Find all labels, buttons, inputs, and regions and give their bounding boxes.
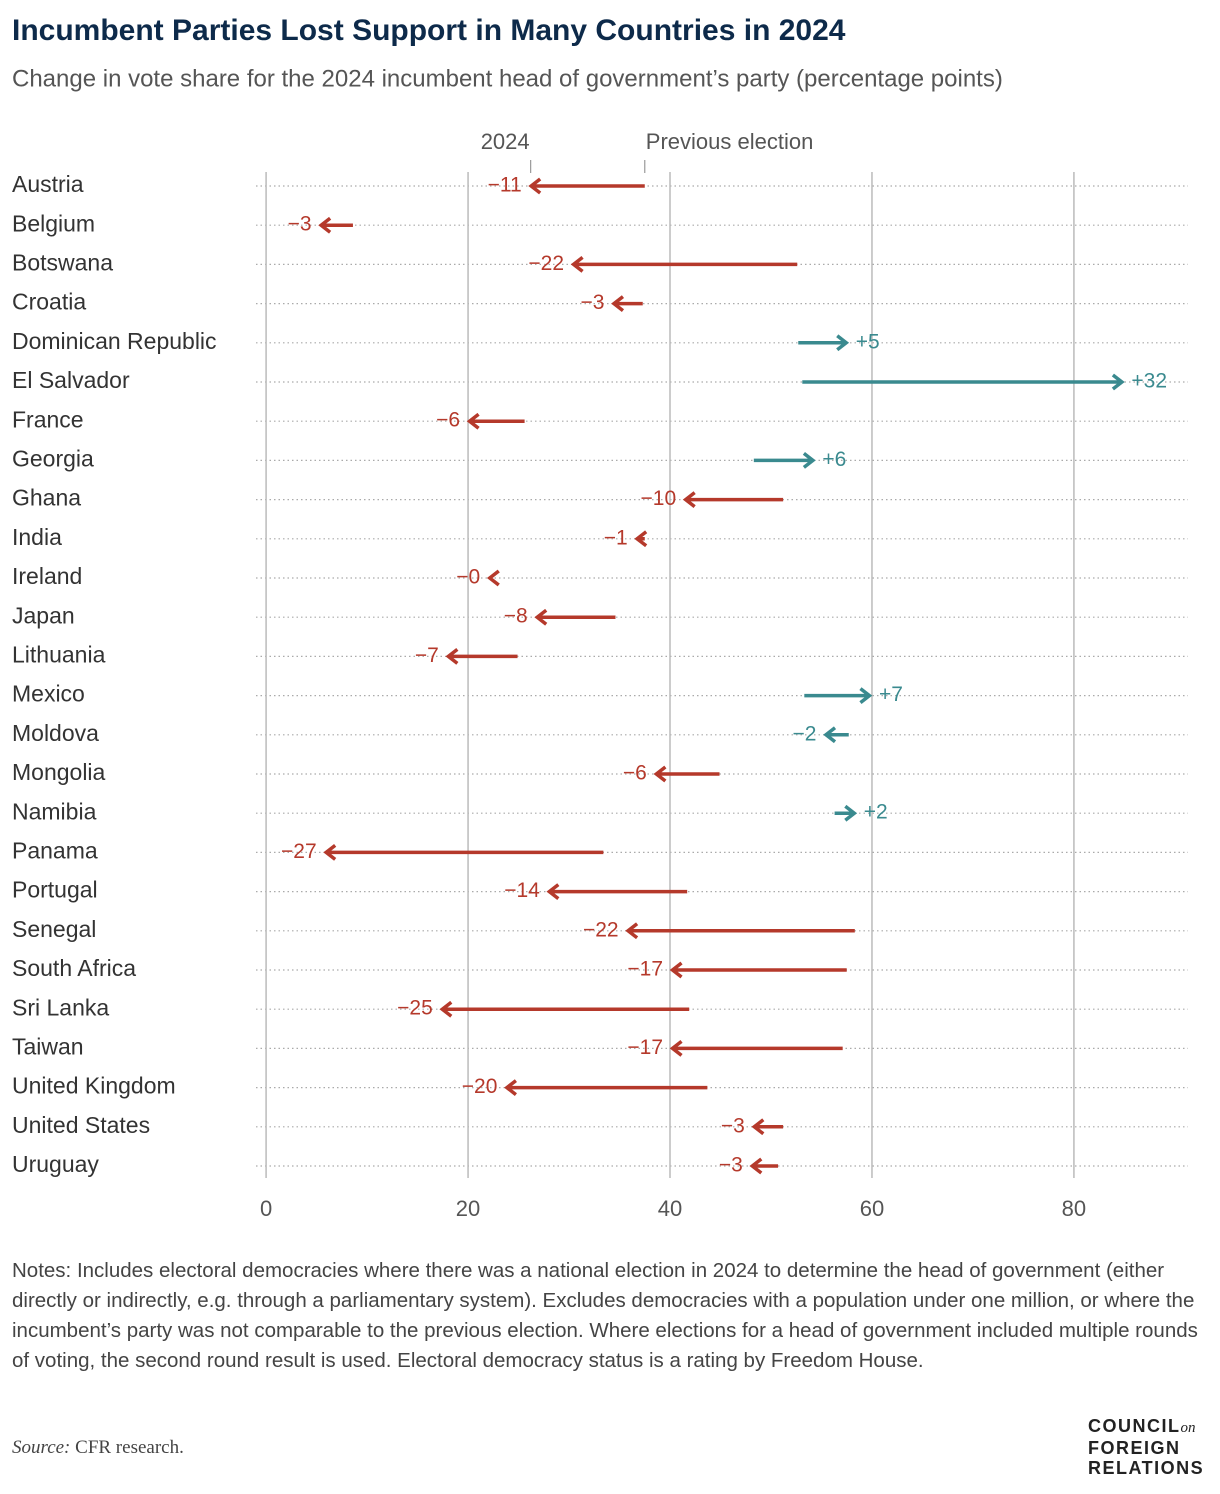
arrow (318, 216, 353, 234)
change-label: −6 (623, 762, 647, 785)
arrow (834, 804, 858, 822)
arrow (445, 648, 518, 665)
arrow (682, 491, 784, 508)
change-label: −3 (288, 213, 312, 236)
arrow (528, 177, 645, 195)
x-tick-label: 20 (456, 1196, 480, 1221)
source-text: CFR research. (75, 1437, 184, 1458)
arrow (534, 608, 616, 626)
y-tick-label: France (12, 406, 84, 432)
y-tick-label: Mexico (12, 681, 85, 707)
change-label: −20 (462, 1075, 498, 1098)
x-tick-label: 0 (260, 1196, 272, 1221)
arrow (466, 412, 525, 430)
x-tick-label: 80 (1062, 1196, 1086, 1221)
y-tick-label: Sri Lanka (12, 994, 109, 1020)
arrow (570, 256, 798, 273)
change-label: −27 (281, 840, 317, 863)
y-tick-label: Japan (12, 602, 75, 628)
change-label: −3 (721, 1114, 745, 1137)
chart: Incumbent Parties Lost Support in Many C… (12, 14, 1188, 1221)
y-tick-label: Panama (12, 837, 98, 863)
arrow (669, 1040, 843, 1057)
change-label: −10 (641, 487, 677, 510)
change-label: −6 (436, 409, 460, 432)
arrow (823, 726, 849, 744)
y-tick-label: Portugal (12, 877, 98, 903)
arrow (751, 1118, 784, 1136)
arrow (798, 334, 850, 352)
y-tick-label: Ghana (12, 485, 81, 511)
chart-title: Incumbent Parties Lost Support in Many C… (12, 14, 846, 47)
change-label: +5 (856, 330, 880, 353)
change-label: +2 (864, 801, 888, 824)
arrow (753, 452, 816, 469)
logo: COUNCILon FOREIGN RELATIONS (1088, 1416, 1204, 1478)
change-label: −2 (793, 722, 817, 745)
arrow (625, 922, 855, 940)
x-tick-label: 40 (658, 1196, 682, 1221)
logo-line: RELATIONS (1088, 1458, 1205, 1478)
change-label: +7 (879, 683, 903, 706)
y-tick-label: Uruguay (12, 1151, 99, 1177)
arrow (611, 295, 643, 312)
y-tick-label: Moldova (12, 720, 99, 746)
chart-subtitle: Change in vote share for the 2024 incumb… (12, 65, 1003, 92)
y-tick-label: United States (12, 1112, 150, 1138)
change-label: −22 (528, 252, 564, 275)
y-tick-label: Dominican Republic (12, 328, 217, 354)
y-tick-label: Taiwan (12, 1033, 84, 1059)
arrow (749, 1157, 779, 1175)
change-label: −8 (504, 605, 528, 628)
logo-line: FOREIGN (1088, 1438, 1181, 1458)
logo-line: COUNCILon (1088, 1416, 1204, 1438)
change-label: −0 (456, 566, 480, 589)
y-tick-label: Botswana (12, 249, 113, 275)
arrow (439, 1000, 690, 1018)
source: Source: CFR research. (12, 1437, 184, 1459)
y-tick-label: Lithuania (12, 641, 106, 667)
change-label: −17 (627, 1036, 663, 1059)
arrow (546, 883, 688, 900)
change-label: −1 (604, 526, 628, 549)
legend-label: Previous election (646, 129, 814, 154)
y-tick-label: Belgium (12, 210, 95, 236)
arrow (323, 844, 604, 861)
arrow (634, 530, 648, 548)
y-tick-label: Namibia (12, 798, 97, 824)
y-tick-label: United Kingdom (12, 1073, 176, 1099)
change-label: −11 (488, 174, 522, 197)
legend-label: 2024 (481, 129, 530, 154)
logo-word: COUNCIL (1088, 1416, 1181, 1436)
change-label: −3 (719, 1154, 743, 1177)
change-label: −22 (583, 918, 619, 941)
y-tick-label: Austria (12, 171, 84, 197)
arrow (653, 765, 720, 783)
arrow (669, 961, 847, 979)
y-tick-label: El Salvador (12, 367, 130, 393)
change-label: −3 (581, 291, 605, 314)
y-tick-label: Ireland (12, 563, 82, 589)
change-label: +6 (822, 448, 846, 471)
change-label: −14 (504, 879, 540, 902)
source-label: Source: (12, 1437, 71, 1458)
change-label: −25 (397, 997, 433, 1020)
arrow (804, 687, 873, 704)
y-tick-label: South Africa (12, 955, 136, 981)
y-tick-label: Senegal (12, 916, 96, 942)
y-tick-label: Mongolia (12, 759, 106, 785)
y-tick-label: India (12, 524, 62, 550)
logo-word: on (1180, 1420, 1196, 1436)
change-label: −7 (415, 644, 439, 667)
arrow (504, 1079, 708, 1096)
notes: Notes: Includes electoral democracies wh… (12, 1259, 1198, 1372)
arrow (486, 569, 500, 587)
change-label: −17 (627, 958, 663, 981)
arrow (802, 373, 1125, 391)
y-tick-label: Georgia (12, 445, 94, 471)
y-tick-label: Croatia (12, 289, 86, 315)
x-tick-label: 60 (860, 1196, 884, 1221)
change-label: +32 (1131, 370, 1167, 393)
